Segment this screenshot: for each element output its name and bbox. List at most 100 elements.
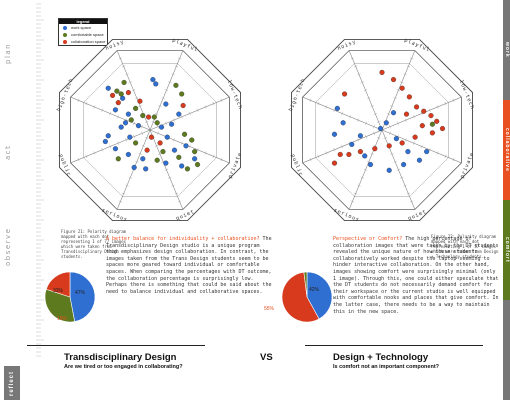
scatter-point-collaboration-space — [403, 111, 410, 117]
axis-tick — [393, 97, 397, 100]
axis-tick — [409, 57, 414, 60]
axis-tick — [77, 98, 80, 103]
scatter-point-collaboration-space — [144, 147, 150, 153]
scatter-point-comfortable-space — [194, 162, 201, 168]
scatter-point-comfortable-space — [429, 121, 435, 127]
pie-slice-collaborative — [281, 271, 320, 323]
axis-tick — [188, 144, 191, 149]
scatter-point-collaboration-space — [428, 113, 434, 119]
axis-tick — [367, 97, 371, 100]
axis-tick — [144, 137, 149, 139]
scatter-point-collaboration-space — [125, 90, 131, 96]
scatter-point-comfortable-space — [114, 88, 120, 94]
axis-tick — [128, 176, 132, 179]
axis-tick — [365, 134, 367, 139]
axis-tick — [157, 131, 159, 136]
scatter-point-collaboration-space — [412, 134, 418, 140]
scatter-point-work-space — [405, 149, 411, 155]
scatter-point-work-space — [143, 166, 149, 172]
phase-tab-reflect[interactable]: reflect — [4, 366, 20, 400]
axis-tick — [333, 108, 336, 112]
axis-tick — [325, 105, 328, 109]
pie-slice-work — [306, 271, 333, 320]
axis-tick — [404, 138, 407, 142]
scatter-point-collaboration-space — [399, 140, 405, 146]
scatter-point-work-space — [416, 157, 422, 163]
axis-tick — [376, 137, 381, 139]
axis-tick — [452, 157, 455, 162]
legend-label-comfortable: comfortable space — [71, 32, 104, 37]
scatter-point-collaboration-space — [337, 151, 343, 158]
tab-comfort[interactable]: comfort — [503, 200, 510, 300]
tab-blank — [503, 300, 510, 400]
scatter-point-work-space — [125, 111, 131, 117]
legend-label-collaboration: collaboration space — [71, 39, 106, 44]
axis-tick — [161, 97, 165, 100]
scatter-point-work-space — [192, 156, 198, 162]
scatter-point-work-space — [118, 124, 124, 130]
axis-tick — [212, 101, 215, 106]
axis-tick — [101, 148, 104, 152]
scatter-point-work-space — [158, 124, 165, 130]
scatter-point-work-space — [127, 134, 133, 140]
legend-label-work: work space — [71, 25, 92, 30]
axis-tick — [212, 154, 215, 159]
scatter-point-work-space — [357, 133, 363, 139]
axis-tick — [390, 105, 394, 108]
legend-dot-work — [63, 25, 67, 30]
scatter-point-collaboration-space — [419, 123, 425, 129]
scatter-point-work-space — [386, 167, 392, 173]
scatter-point-work-space — [378, 126, 384, 132]
axis-tick — [141, 145, 146, 147]
scatter-point-collaboration-space — [146, 114, 152, 120]
scatter-point-work-space — [112, 107, 118, 113]
scatter-point-comfortable-space — [179, 91, 185, 97]
axis-tick — [168, 81, 172, 84]
axis-tick — [370, 152, 374, 155]
axis-tick — [309, 157, 312, 162]
axis-tick — [174, 65, 179, 68]
scatter-point-collaboration-space — [346, 151, 352, 158]
legend-item-comfortable: comfortable space — [59, 31, 107, 38]
axis-tick — [365, 121, 367, 126]
polarity-diagram-transdisciplinary: noisy playfullow-techprivatequietseriousp… — [56, 37, 244, 223]
axis-tick — [188, 111, 191, 116]
axis-tick — [177, 200, 182, 203]
axis-tick — [220, 157, 223, 162]
axis-tick — [341, 111, 344, 116]
scatter-point-collaboration-space — [357, 149, 363, 155]
scatter-point-work-space — [131, 164, 137, 170]
legend-dot-comfortable — [63, 32, 67, 37]
scatter-point-comfortable-space — [121, 79, 127, 86]
axis-tick — [317, 154, 320, 159]
tab-collaborative[interactable]: collaborative — [503, 100, 510, 200]
axis-tick — [341, 144, 344, 149]
axis-tick — [325, 151, 328, 155]
figure-caption-left: Figure 21: Polarity diagram mapped with … — [61, 229, 127, 259]
scatter-point-work-space — [401, 162, 407, 168]
pie-chart-transdisciplinary — [44, 271, 96, 323]
scatter-point-collaboration-space — [399, 85, 405, 91]
axis-tick — [85, 101, 88, 106]
axis-tick — [444, 101, 447, 106]
axis-tick — [77, 157, 80, 162]
axis-tick — [220, 98, 223, 103]
scatter-point-work-space — [164, 134, 170, 140]
axis-tick — [196, 148, 199, 152]
axis-tick — [196, 108, 199, 112]
axis-tick — [165, 121, 167, 126]
scatter-point-work-space — [390, 110, 397, 116]
scatter-point-work-space — [163, 101, 169, 107]
axis-tick — [125, 184, 129, 187]
axis-tick — [154, 113, 159, 115]
phase-label-act: act — [4, 144, 12, 160]
tab-work[interactable]: work — [503, 0, 510, 100]
pie-left-label-work: 47% — [75, 290, 86, 296]
axis-tick — [157, 124, 159, 129]
scatter-point-work-space — [122, 120, 129, 126]
axis-tick — [404, 118, 407, 122]
axis-tick — [158, 152, 162, 155]
axis-tick — [363, 168, 368, 171]
axis-tick — [409, 200, 414, 203]
pie-right-label-collab: 55% — [264, 306, 275, 312]
